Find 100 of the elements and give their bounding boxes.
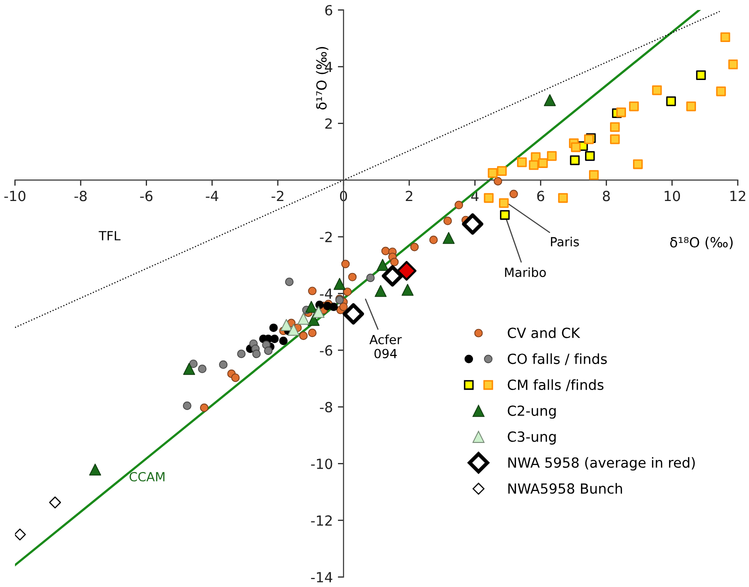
x-tick-label: -4 — [206, 190, 218, 202]
y-tick-label: 6 — [325, 4, 332, 16]
point — [299, 332, 308, 340]
annotation: TFL — [98, 231, 120, 240]
legend-label: CM falls /finds — [508, 379, 604, 392]
point — [497, 166, 507, 176]
point — [716, 86, 726, 96]
point — [343, 288, 352, 296]
point — [616, 107, 626, 118]
point — [237, 350, 246, 358]
point — [585, 151, 595, 161]
y-tick-label: -4 — [320, 288, 332, 299]
x-tick-label: 12 — [730, 190, 746, 202]
legend-label: CO falls / finds — [508, 353, 607, 366]
point — [484, 193, 494, 203]
point — [376, 258, 389, 271]
point — [610, 122, 620, 132]
point — [329, 302, 338, 312]
point — [570, 155, 580, 166]
point — [381, 246, 390, 256]
legend-label: NWA 5958 (average in red) — [508, 457, 695, 471]
point — [342, 303, 364, 325]
point — [334, 278, 346, 290]
point — [297, 312, 310, 325]
point — [305, 300, 318, 313]
point — [374, 284, 387, 297]
point — [280, 318, 292, 331]
point — [189, 360, 198, 368]
y-tick-label: -10 — [311, 458, 332, 470]
point — [341, 260, 350, 268]
point — [498, 198, 509, 208]
x-tick-label: -6 — [140, 190, 152, 202]
annotation: CCAM — [130, 472, 164, 482]
legend-label: C2-ung — [508, 405, 556, 419]
point — [589, 170, 599, 180]
point — [686, 102, 696, 112]
y-tick-label: -2 — [320, 232, 332, 242]
x-tick-label: -2 — [272, 190, 284, 202]
point — [231, 373, 240, 382]
point — [462, 213, 484, 235]
point — [509, 190, 518, 198]
point — [339, 302, 348, 312]
point — [494, 176, 502, 186]
x-axis-title: δ¹⁸O (‰) — [670, 236, 733, 250]
point — [402, 284, 414, 296]
point — [252, 350, 261, 358]
annotation: Maribo — [505, 267, 546, 278]
x-tick-label: 8 — [602, 190, 610, 202]
point — [182, 402, 192, 410]
annotation: Acfer 094 — [369, 334, 402, 358]
point — [200, 404, 208, 412]
point — [696, 70, 706, 80]
x-tick-label: 10 — [664, 190, 680, 202]
point — [285, 278, 294, 286]
point — [454, 200, 464, 210]
point — [219, 360, 228, 369]
point — [288, 324, 300, 336]
point — [396, 260, 416, 281]
point — [308, 286, 317, 296]
x-tick-label: -10 — [4, 190, 26, 202]
point — [264, 346, 273, 356]
point — [183, 362, 196, 375]
point — [500, 210, 510, 220]
point — [546, 151, 557, 161]
point — [312, 306, 325, 318]
point — [429, 236, 438, 244]
point — [720, 32, 730, 42]
point — [382, 265, 404, 287]
point — [279, 336, 288, 346]
point — [633, 159, 643, 170]
point — [443, 216, 452, 226]
point — [538, 158, 548, 168]
point — [488, 168, 498, 178]
point — [517, 157, 527, 168]
point — [308, 328, 317, 338]
y-tick-label: -6 — [320, 345, 332, 356]
point — [728, 60, 738, 70]
point — [410, 242, 419, 252]
y-tick-label: 2 — [325, 118, 332, 129]
point — [366, 274, 375, 282]
point — [89, 464, 102, 476]
point — [610, 134, 620, 144]
point — [49, 496, 62, 508]
legend-label: NWA5958 Bunch — [508, 483, 622, 494]
point — [629, 102, 639, 112]
point — [528, 160, 539, 170]
point — [652, 85, 662, 96]
legend-label: CV and CK — [508, 327, 580, 338]
y-tick-label: -8 — [320, 402, 332, 412]
point — [198, 364, 206, 374]
x-tick-label: 2 — [406, 190, 412, 202]
point — [570, 142, 581, 152]
point — [348, 272, 357, 282]
y-tick-label: -14 — [311, 572, 332, 582]
legend-label: C3-ung — [508, 431, 556, 445]
point — [270, 334, 279, 344]
point — [390, 258, 399, 266]
point — [269, 324, 278, 332]
point — [14, 528, 26, 540]
x-tick-label: 6 — [537, 190, 544, 202]
